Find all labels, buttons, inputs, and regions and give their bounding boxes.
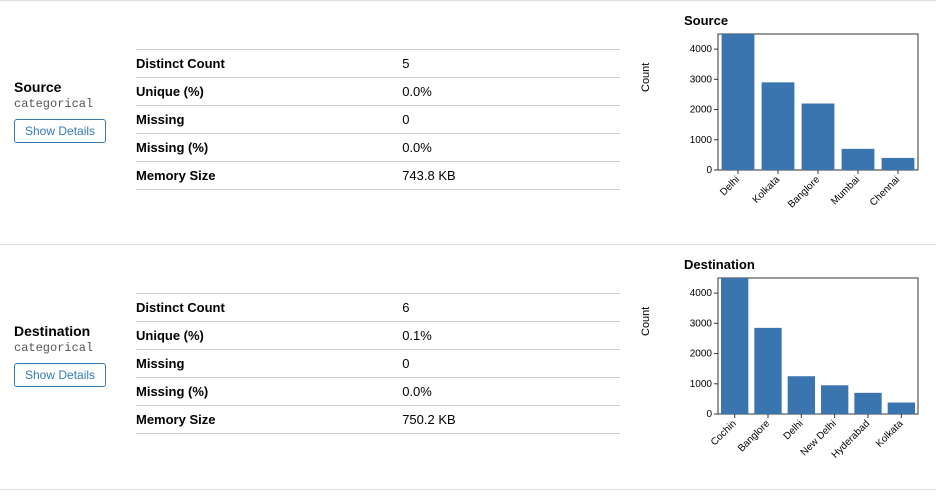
stat-row: Distinct Count5 <box>136 49 620 78</box>
stat-value: 0 <box>402 356 620 371</box>
bar <box>754 328 781 414</box>
show-details-button[interactable]: Show Details <box>14 363 106 387</box>
bar <box>854 393 881 414</box>
x-tick-label: Banglore <box>786 174 822 210</box>
variable-panel: Source categorical Show Details Distinct Co… <box>0 0 936 245</box>
stat-row: Memory Size750.2 KB <box>136 406 620 434</box>
bar-chart-svg: 0 1000 2000 3000 4000 Delhi KolkataBangloreMum… <box>684 32 920 232</box>
bar <box>788 376 815 414</box>
variable-name: Destination <box>14 323 126 339</box>
variable-header: Source categorical Show Details <box>6 9 126 236</box>
stat-row: Missing0 <box>136 350 620 378</box>
stat-label: Memory Size <box>136 168 402 183</box>
stat-label: Distinct Count <box>136 300 402 315</box>
plot-area: 0 1000 2000 3000 4000 Delhi KolkataBangloreMum… <box>684 32 918 232</box>
stat-value: 0 <box>402 112 620 127</box>
chart-title: Destination <box>684 257 922 272</box>
chart-container: Source Count 0 1000 2000 3000 4000 Delhi Kolkata… <box>630 9 930 236</box>
y-tick-label: 1000 <box>690 379 713 390</box>
x-tick-label: Cochin <box>709 418 739 448</box>
stat-row: Memory Size743.8 KB <box>136 162 620 190</box>
stat-value: 0.0% <box>402 84 620 99</box>
chart-box: Count 0 1000 2000 3000 4000 CochinBanglore Delh… <box>630 276 922 476</box>
bar <box>821 385 848 414</box>
bar <box>721 278 748 414</box>
stat-label: Missing (%) <box>136 140 402 155</box>
variable-header: Destination categorical Show Details <box>6 253 126 481</box>
stat-label: Distinct Count <box>136 56 402 71</box>
plot-area: 01000200030004000CochinBangloreDelhiNew … <box>684 276 918 476</box>
x-tick-label: Kolkata <box>751 174 783 206</box>
y-tick-label: 1000 <box>690 135 713 146</box>
variable-type: categorical <box>14 341 126 355</box>
y-axis-label: Count <box>640 307 652 336</box>
y-tick-label: 2000 <box>690 349 713 360</box>
bar-chart-svg: 01000200030004000CochinBangloreDelhiNew … <box>684 276 920 476</box>
x-tick-label: Delhi <box>718 174 742 198</box>
stat-label: Missing (%) <box>136 384 402 399</box>
chart-container: Destination Count 0 1000 2000 3000 4000 CochinB… <box>630 253 930 481</box>
stat-value: 0.1% <box>402 328 620 343</box>
stats-table: Distinct Count5Unique (%)0.0%Missing0Mis… <box>126 9 630 236</box>
chart-box: Count 0 1000 2000 3000 4000 Delhi KolkataBanglo… <box>630 32 922 232</box>
stat-label: Unique (%) <box>136 84 402 99</box>
x-tick-label: Delhi <box>782 418 806 442</box>
stat-value: 750.2 KB <box>402 412 620 427</box>
x-tick-label: Chennai <box>868 174 902 208</box>
stat-label: Missing <box>136 356 402 371</box>
x-tick-label: Mumbai <box>829 174 862 207</box>
y-tick-label: 2000 <box>690 105 713 116</box>
show-details-button[interactable]: Show Details <box>14 119 106 143</box>
bar <box>762 82 795 170</box>
stat-row: Missing (%)0.0% <box>136 378 620 406</box>
stats-table: Distinct Count6Unique (%)0.1%Missing0Mis… <box>126 253 630 481</box>
bar <box>882 158 915 170</box>
chart-title: Source <box>684 13 922 28</box>
y-tick-label: 4000 <box>690 288 713 299</box>
stat-row: Missing0 <box>136 106 620 134</box>
bar <box>802 104 835 170</box>
stat-row: Unique (%)0.1% <box>136 322 620 350</box>
y-tick-label: 3000 <box>690 74 713 85</box>
stat-row: Distinct Count6 <box>136 293 620 322</box>
stat-value: 5 <box>402 56 620 71</box>
variable-name: Source <box>14 79 126 95</box>
stat-value: 743.8 KB <box>402 168 620 183</box>
y-axis-label: Count <box>640 63 652 92</box>
stat-value: 0.0% <box>402 140 620 155</box>
stat-label: Missing <box>136 112 402 127</box>
y-tick-label: 0 <box>706 165 712 176</box>
x-tick-label: Banglore <box>736 418 772 454</box>
variable-panel: Destination categorical Show Details Distin… <box>0 245 936 490</box>
stat-row: Unique (%)0.0% <box>136 78 620 106</box>
variable-type: categorical <box>14 97 126 111</box>
stat-label: Unique (%) <box>136 328 402 343</box>
stat-value: 0.0% <box>402 384 620 399</box>
y-tick-label: 4000 <box>690 44 713 55</box>
stat-row: Missing (%)0.0% <box>136 134 620 162</box>
y-tick-label: 3000 <box>690 318 713 329</box>
stat-label: Memory Size <box>136 412 402 427</box>
bar <box>722 34 755 170</box>
stat-value: 6 <box>402 300 620 315</box>
x-tick-label: Kolkata <box>874 418 906 450</box>
bar <box>842 149 875 170</box>
y-tick-label: 0 <box>706 409 712 420</box>
bar <box>888 403 915 414</box>
